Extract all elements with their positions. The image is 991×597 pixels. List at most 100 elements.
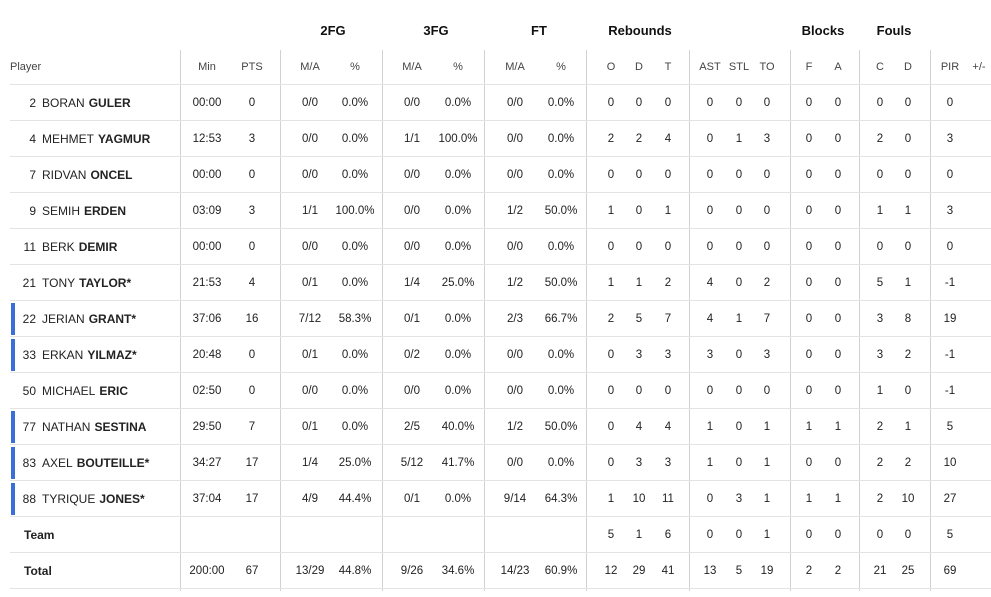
stat-cell: 0.0%	[341, 277, 369, 289]
column-header[interactable]: M/A	[300, 61, 320, 73]
player-last-name: JONES*	[99, 492, 145, 506]
stat-cell: 29:50	[192, 421, 222, 433]
player-name-cell[interactable]: 33 ERKAN YILMAZ*	[22, 337, 177, 373]
stat-cell: 3	[876, 349, 884, 361]
row-separator	[10, 120, 991, 121]
column-header[interactable]: TO	[759, 61, 775, 73]
stat-cell: 0.0%	[547, 133, 575, 145]
stat-cell: -1	[944, 277, 956, 289]
stat-cell: 0	[735, 349, 743, 361]
stat-cell: 21:53	[192, 277, 222, 289]
stat-cell: 2	[635, 133, 643, 145]
column-header[interactable]: %	[350, 61, 360, 73]
player-last-name: SESTINA	[94, 420, 147, 434]
column-header[interactable]: PIR	[940, 61, 960, 73]
column-header[interactable]: PTS	[241, 61, 263, 73]
column-header[interactable]: D	[635, 61, 643, 73]
player-name-cell[interactable]: 21 TONY TAYLOR*	[22, 265, 177, 301]
stat-cell: 0/1	[404, 493, 420, 505]
stat-cell: 0/0	[404, 385, 420, 397]
total-stat-cell: 2	[834, 565, 842, 577]
column-header[interactable]: STL	[728, 61, 750, 73]
column-header[interactable]: M/A	[402, 61, 422, 73]
stat-cell: 3	[946, 133, 954, 145]
player-number: 11	[23, 240, 36, 254]
stat-cell: 0	[735, 421, 743, 433]
player-first-name: RIDVAN	[42, 168, 87, 182]
column-header[interactable]: Player	[10, 61, 42, 73]
stat-cell: 17	[245, 457, 259, 469]
stat-cell: 1	[763, 457, 771, 469]
stat-cell: 0.0%	[341, 241, 369, 253]
stat-cell: 1	[805, 493, 813, 505]
stat-cell: 10	[632, 493, 646, 505]
player-first-name: MICHAEL	[42, 384, 96, 398]
stat-cell: 12:53	[192, 133, 222, 145]
player-number: 77	[22, 420, 36, 434]
column-header[interactable]: C	[876, 61, 884, 73]
stat-cell: 2	[664, 277, 672, 289]
stat-cell: 1	[876, 385, 884, 397]
stat-cell: 19	[943, 313, 957, 325]
player-first-name: ERKAN	[42, 348, 84, 362]
stat-cell: 0	[706, 385, 714, 397]
stat-cell: 0	[706, 169, 714, 181]
stat-cell: 0	[735, 385, 743, 397]
stat-cell: 5	[946, 421, 954, 433]
player-last-name: DEMIR	[78, 240, 118, 254]
column-header[interactable]: A	[834, 61, 842, 73]
player-last-name: TAYLOR*	[79, 276, 132, 290]
column-header[interactable]: F	[805, 61, 813, 73]
player-name-cell[interactable]: 77 NATHAN SESTINA	[22, 409, 177, 445]
player-name-cell[interactable]: 4 MEHMET YAGMUR	[22, 121, 177, 157]
player-name-cell[interactable]: 9 SEMIH ERDEN	[22, 193, 177, 229]
stat-cell: 0	[635, 169, 643, 181]
stat-cell	[955, 301, 991, 337]
stat-cell	[955, 409, 991, 445]
column-header[interactable]: T	[664, 61, 672, 73]
player-name-cell[interactable]: 11 BERK DEMIR	[22, 229, 177, 265]
stat-cell: 1	[834, 421, 842, 433]
stat-cell: 0.0%	[444, 493, 472, 505]
column-header[interactable]: AST	[699, 61, 721, 73]
player-name-cell[interactable]: 22 JERIAN GRANT*	[22, 301, 177, 337]
starter-marker	[11, 411, 15, 443]
row-separator	[10, 588, 991, 589]
team-stat-cell: 6	[664, 529, 672, 541]
total-stat-cell: 69	[943, 565, 957, 577]
column-header[interactable]: M/A	[505, 61, 525, 73]
stat-cell: 0	[834, 97, 842, 109]
column-header[interactable]: +/-	[972, 61, 986, 73]
stat-cell: 3	[706, 349, 714, 361]
group-header-gblk: Blocks	[801, 22, 845, 38]
stat-cell: 0/1	[404, 313, 420, 325]
column-header[interactable]: O	[606, 61, 616, 73]
column-header[interactable]: %	[453, 61, 463, 73]
stat-cell: 50.0%	[544, 277, 578, 289]
player-name-cell[interactable]: 88 TYRIQUE JONES*	[22, 481, 177, 517]
total-stat-cell: 13	[703, 565, 717, 577]
column-header[interactable]: D	[904, 61, 912, 73]
stat-cell: 0	[946, 241, 954, 253]
stat-cell: 0	[607, 97, 615, 109]
stat-cell: 1	[735, 133, 743, 145]
player-name-cell[interactable]: 2 BORAN GULER	[22, 85, 177, 121]
stat-cell: 0.0%	[547, 97, 575, 109]
stat-cell: 0/0	[302, 241, 318, 253]
stat-cell: 4	[706, 313, 714, 325]
player-name-cell[interactable]: 7 RIDVAN ONCEL	[22, 157, 177, 193]
player-number: 22	[22, 312, 36, 326]
stat-cell: 1	[763, 493, 771, 505]
player-number: 83	[22, 456, 36, 470]
stat-cell: 44.4%	[338, 493, 372, 505]
player-first-name: TONY	[42, 276, 76, 290]
player-name-cell[interactable]: 83 AXEL BOUTEILLE*	[22, 445, 177, 481]
row-separator	[10, 408, 991, 409]
column-header[interactable]: %	[556, 61, 566, 73]
column-divider	[280, 50, 281, 591]
stat-cell: 0	[664, 97, 672, 109]
stat-cell: 0.0%	[341, 169, 369, 181]
stat-cell	[955, 85, 991, 121]
column-header[interactable]: Min	[198, 61, 216, 73]
player-name-cell[interactable]: 50 MICHAEL ERIC	[22, 373, 177, 409]
